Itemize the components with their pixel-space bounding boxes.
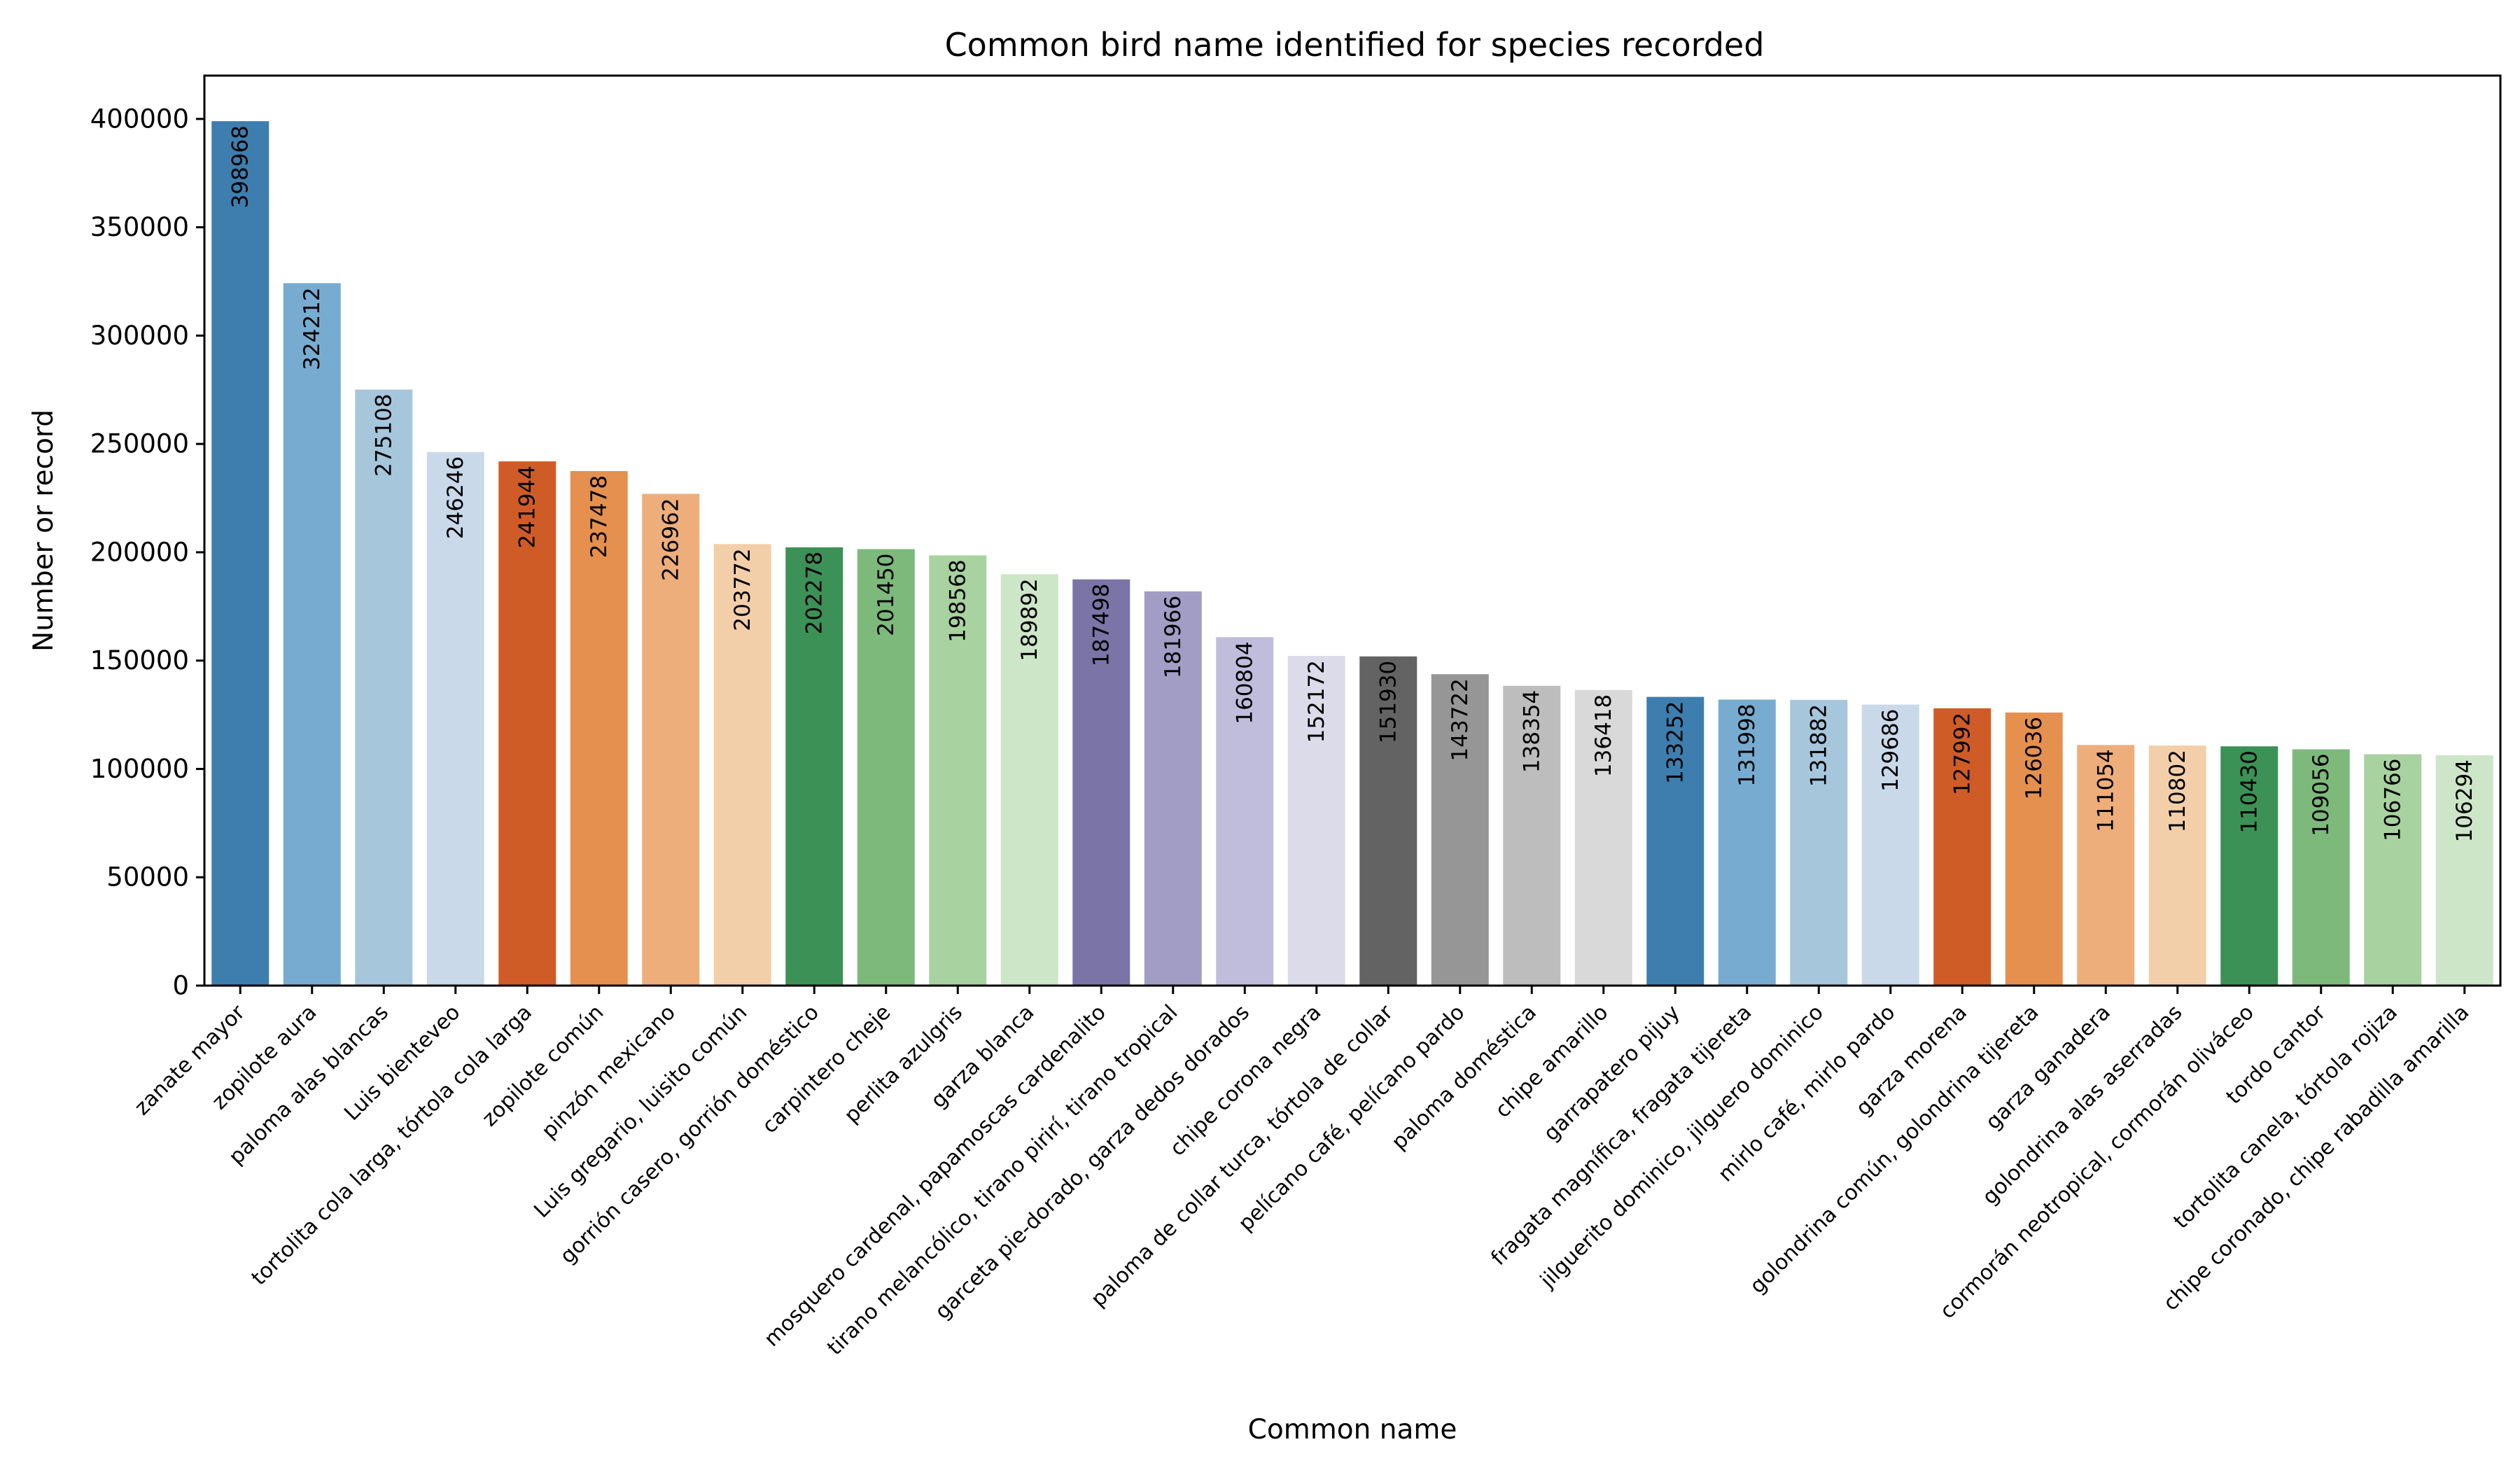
data-label: 275108 <box>371 393 396 476</box>
data-label: 246246 <box>443 456 468 539</box>
data-label: 138354 <box>1519 690 1544 773</box>
x-tick-label: garza ganadera <box>1981 1000 2115 1135</box>
bar <box>1144 591 1202 986</box>
data-label: 237478 <box>587 475 612 558</box>
data-label: 143722 <box>1448 678 1473 761</box>
data-label: 131998 <box>1735 704 1760 786</box>
bars-group <box>211 121 2493 986</box>
bar <box>1718 699 1776 986</box>
data-label: 129686 <box>1878 709 1903 792</box>
x-tick-label: zopilote común <box>477 1000 608 1131</box>
bar <box>1574 690 1632 986</box>
data-label: 324212 <box>300 287 325 370</box>
data-label: 398968 <box>227 125 253 208</box>
bar <box>283 283 341 986</box>
data-label: 127992 <box>1949 713 1975 795</box>
x-tick-label: tirano melancólico, tirano pirirí, tiran… <box>822 1000 1182 1360</box>
chart-title: Common bird name identified for species … <box>945 26 1765 64</box>
data-labels-group: 398968 324212 275108 246246 241944 237478 2269… <box>227 125 2477 842</box>
data-label: 160804 <box>1232 641 1257 724</box>
y-tick-label: 150000 <box>90 645 189 676</box>
data-label: 241944 <box>514 465 540 548</box>
y-tick-label: 200000 <box>90 537 189 567</box>
bar <box>2077 745 2135 986</box>
data-label: 202278 <box>802 552 827 634</box>
bar <box>426 451 484 986</box>
data-label: 109056 <box>2309 753 2334 836</box>
bar <box>1861 704 1919 986</box>
x-tick-label: carpintero cheje <box>757 1000 895 1138</box>
x-axis-label: Common name <box>1248 1414 1457 1446</box>
bar <box>570 470 628 986</box>
bar <box>2148 746 2206 986</box>
y-axis-label: Number or record <box>28 410 59 652</box>
x-tick-label: gorrión casero, gorrión doméstico <box>555 1000 823 1268</box>
bar <box>498 461 556 986</box>
y-axis: 0 50000 100000 150000 200000 250000 300000 3500… <box>90 104 204 1001</box>
bar <box>642 493 700 986</box>
data-label: 198568 <box>945 559 970 642</box>
y-tick-label: 50000 <box>106 862 189 892</box>
data-label: 151930 <box>1376 661 1401 743</box>
y-tick-label: 100000 <box>90 754 189 784</box>
bar <box>713 544 771 986</box>
bar <box>1000 574 1058 986</box>
bar <box>1216 637 1274 986</box>
bar <box>211 121 270 986</box>
bar <box>929 555 987 986</box>
y-tick-label: 250000 <box>90 429 189 459</box>
data-label: 106294 <box>2452 760 2477 842</box>
bar <box>2220 746 2278 986</box>
bar <box>1072 579 1130 986</box>
data-label: 201450 <box>874 553 899 636</box>
data-label: 203772 <box>730 548 755 631</box>
bar <box>1646 696 1704 986</box>
x-tick-label: garrapatero pijuy <box>1539 1000 1685 1146</box>
data-label: 187498 <box>1088 584 1114 666</box>
bar <box>1287 655 1345 986</box>
bar <box>785 547 844 986</box>
bar <box>2364 754 2422 986</box>
bar <box>355 389 413 986</box>
data-label: 110430 <box>2236 750 2262 833</box>
data-label: 110802 <box>2165 750 2190 832</box>
bar <box>2005 712 2063 986</box>
data-label: 126036 <box>2022 717 2047 799</box>
bar <box>2292 749 2350 986</box>
x-tick-label: mosquero cardenal, papamoscas cardenalit… <box>760 1000 1111 1352</box>
y-tick-label: 400000 <box>90 104 189 134</box>
bar <box>857 549 915 986</box>
bar <box>1431 674 1489 986</box>
bar <box>2435 755 2493 986</box>
y-tick-label: 350000 <box>90 212 189 242</box>
bar <box>1933 708 1991 986</box>
y-tick-label: 300000 <box>90 321 189 351</box>
data-label: 133252 <box>1662 701 1688 784</box>
bar <box>1359 656 1418 986</box>
data-label: 226962 <box>658 498 683 580</box>
data-label: 189892 <box>1017 578 1042 661</box>
data-label: 131882 <box>1806 704 1831 787</box>
bar <box>1790 699 1848 986</box>
x-tick-label: fragata magnífica, fragata tijereta <box>1486 1000 1756 1270</box>
data-label: 106766 <box>2380 759 2405 841</box>
y-tick-label: 0 <box>172 971 189 1001</box>
bar <box>1503 685 1561 986</box>
data-label: 152172 <box>1304 660 1329 743</box>
data-label: 181966 <box>1161 596 1186 678</box>
plot-frame <box>203 74 2502 987</box>
x-tick-label: pinzón mexicano <box>537 1000 680 1144</box>
data-label: 136418 <box>1591 694 1616 777</box>
data-label: 111054 <box>2093 749 2118 832</box>
